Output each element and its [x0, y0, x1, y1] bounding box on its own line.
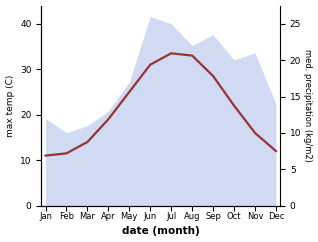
Y-axis label: med. precipitation (kg/m2): med. precipitation (kg/m2) [303, 49, 313, 162]
Y-axis label: max temp (C): max temp (C) [5, 74, 15, 137]
X-axis label: date (month): date (month) [122, 227, 200, 236]
